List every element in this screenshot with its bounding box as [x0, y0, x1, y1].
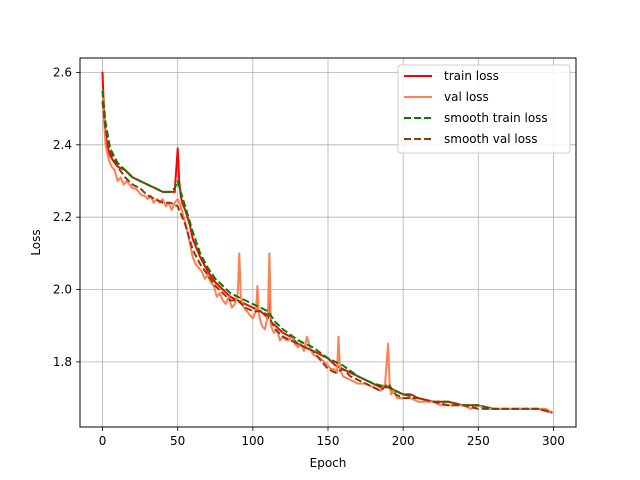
legend-label: train loss	[444, 69, 499, 83]
x-tick-label: 150	[317, 434, 340, 448]
x-tick-label: 200	[392, 434, 415, 448]
legend-box	[397, 64, 571, 154]
axis-ticks: 0 50 100 150 200 250 300 1.8 2.0 2.2 2.4 2.6	[53, 65, 565, 448]
series-line-smooth-train-loss	[101, 90, 553, 414]
y-tick-label: 2.2	[53, 210, 72, 224]
x-tick-label: 50	[170, 434, 185, 448]
y-tick-label: 1.8	[53, 355, 72, 369]
legend-label: val loss	[444, 90, 489, 104]
y-tick-label: 2.4	[53, 138, 72, 152]
y-tick-label: 2.6	[53, 65, 72, 79]
x-tick-label: 100	[241, 434, 264, 448]
series-lines	[101, 71, 553, 414]
legend: train loss val loss smooth train loss smoot…	[397, 64, 571, 154]
series-line-smooth-val-loss	[101, 101, 553, 414]
x-tick-label: 0	[99, 434, 107, 448]
x-axis-label: Epoch	[310, 456, 347, 470]
y-tick-label: 2.0	[53, 283, 72, 297]
legend-label: smooth train loss	[444, 111, 548, 125]
y-axis-label: Loss	[29, 229, 43, 255]
legend-label: smooth val loss	[444, 132, 538, 146]
x-tick-label: 300	[542, 434, 565, 448]
x-tick-label: 250	[467, 434, 490, 448]
